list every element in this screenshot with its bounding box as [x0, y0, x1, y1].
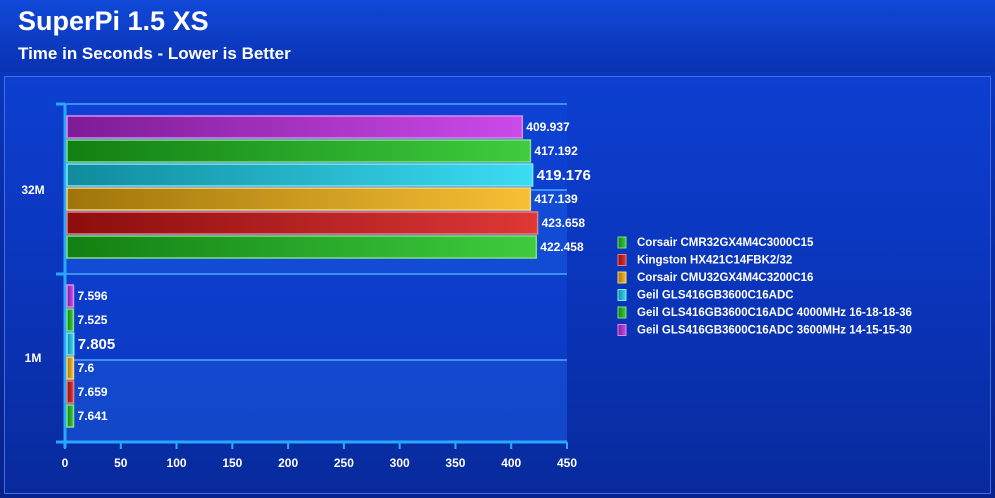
data-label: 422.458 [540, 240, 584, 254]
data-label: 7.641 [78, 409, 108, 423]
legend-swatch [617, 236, 627, 249]
bar [66, 235, 538, 259]
x-tick-label: 250 [334, 456, 354, 470]
data-label: 7.659 [78, 385, 108, 399]
axes: 0 50 100 150 200 250 300 350 400 450 32M 1M [21, 102, 577, 470]
data-label: 419.176 [537, 167, 591, 184]
bar [66, 211, 539, 235]
legend-label: Corsair CMR32GX4M4C3000C15 [637, 237, 814, 249]
bar [66, 163, 534, 187]
legend-label: Corsair CMU32GX4M4C3200C16 [637, 272, 813, 284]
chart-header: SuperPi 1.5 XS Time in Seconds - Lower i… [0, 0, 995, 72]
bars: 409.937 417.192 419.176 417.139 423.658 422.4… [66, 115, 591, 428]
chart-title: SuperPi 1.5 XS [18, 6, 209, 36]
bar [66, 380, 75, 404]
x-tick-label: 200 [278, 456, 298, 470]
data-label: 7.596 [77, 289, 107, 303]
data-label: 7.805 [78, 336, 116, 353]
chart-subtitle: Time in Seconds - Lower is Better [18, 44, 291, 63]
x-tick-label: 300 [390, 456, 410, 470]
legend-label: Geil GLS416GB3600C16ADC 4000MHz 16-18-18… [637, 307, 912, 319]
bar [66, 404, 75, 428]
x-tick-label: 400 [501, 456, 521, 470]
category-label: 32M [21, 183, 44, 197]
data-label: 417.192 [534, 144, 578, 158]
legend-label: Geil GLS416GB3600C16ADC [637, 290, 794, 302]
data-label: 7.6 [77, 361, 94, 375]
category-label: 1M [25, 351, 42, 365]
data-label: 417.139 [534, 192, 578, 206]
bar [66, 139, 532, 163]
x-tick-label: 350 [445, 456, 465, 470]
data-label: 423.658 [542, 216, 586, 230]
bar [66, 308, 75, 332]
bar [66, 115, 524, 139]
x-tick-label: 450 [557, 456, 577, 470]
legend-swatch [617, 306, 627, 319]
bar [66, 332, 75, 356]
legend-label: Geil GLS416GB3600C16ADC 3600MHz 14-15-15… [637, 325, 912, 337]
legend-swatch [617, 271, 627, 284]
x-tick-label: 50 [114, 456, 128, 470]
data-label: 7.525 [77, 313, 107, 327]
x-tick-label: 150 [222, 456, 242, 470]
legend-swatch [617, 254, 627, 266]
legend-swatch [617, 324, 627, 336]
x-tick-label: 0 [62, 456, 69, 470]
x-tick-label: 100 [167, 456, 187, 470]
legend: Corsair CMR32GX4M4C3000C15 Kingston HX421… [617, 236, 912, 337]
bar [66, 356, 75, 380]
legend-swatch [617, 289, 627, 301]
data-label: 409.937 [526, 120, 570, 134]
bar [66, 187, 532, 211]
legend-label: Kingston HX421C14FBK2/32 [637, 255, 792, 267]
bar [66, 284, 75, 308]
